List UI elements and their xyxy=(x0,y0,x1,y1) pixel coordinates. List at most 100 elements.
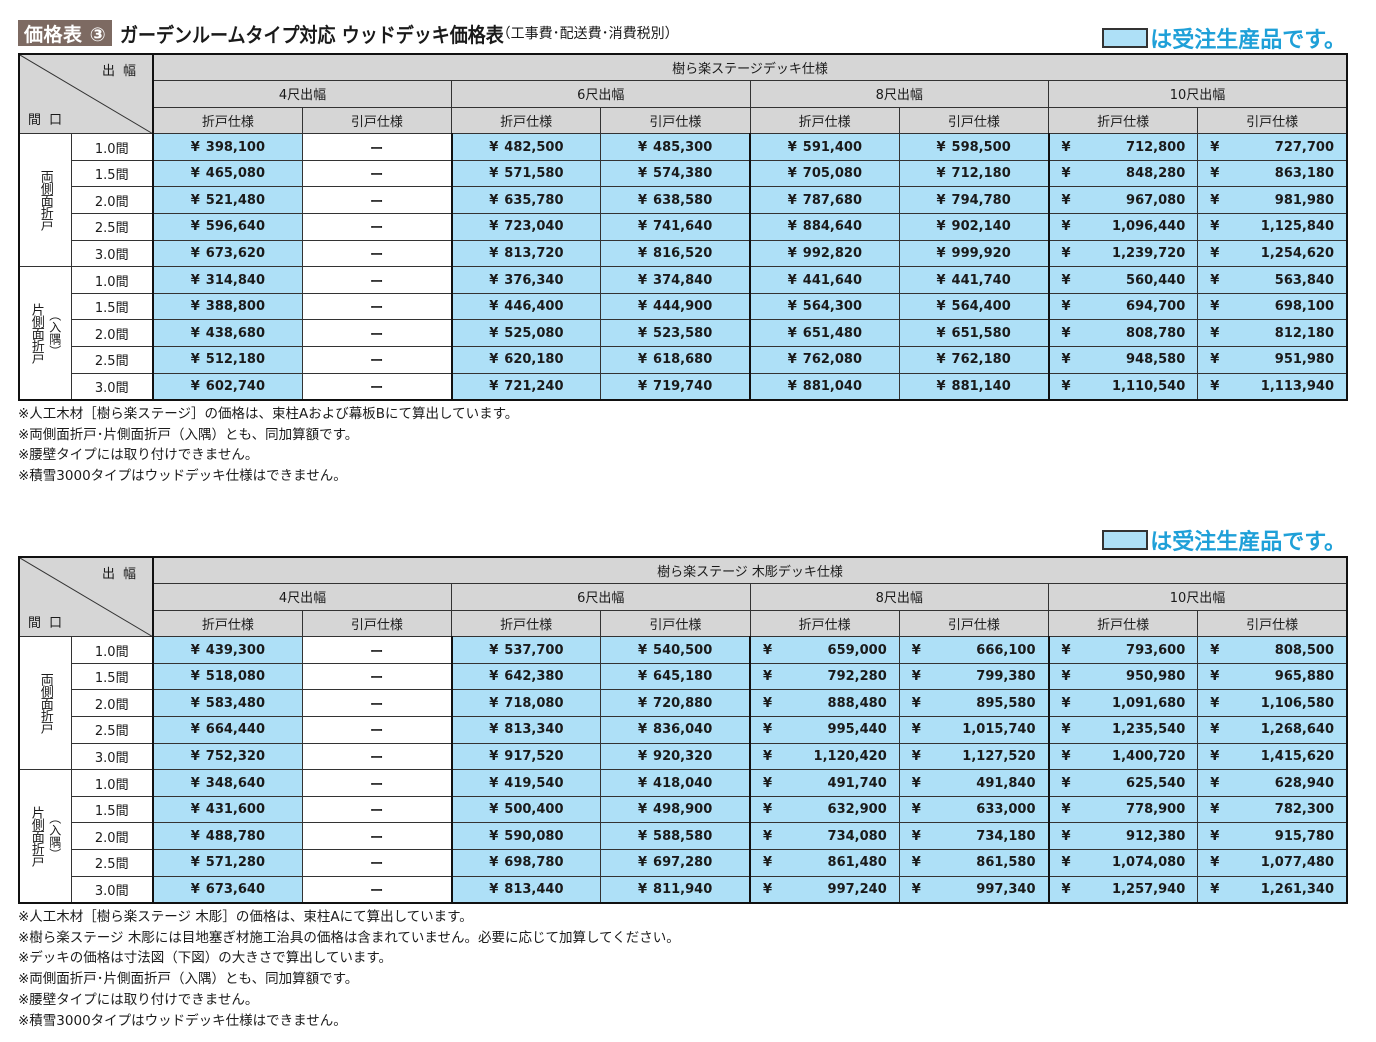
price-cell: ¥734,080 xyxy=(748,822,900,851)
price-value: 583,480 xyxy=(205,695,265,711)
price-cell: ¥418,040 xyxy=(600,769,751,797)
yen-symbol: ¥ xyxy=(936,272,946,288)
span-label: 2.0間 xyxy=(70,822,154,851)
spec-header: 折戸仕様 xyxy=(151,106,303,135)
spec-header: 引戸仕様 xyxy=(301,609,453,638)
group-sublabel: （入隅） xyxy=(47,811,62,860)
price-value: 723,040 xyxy=(504,219,564,235)
price-value: 884,640 xyxy=(802,219,862,235)
note-line: ※デッキの価格は寸法図（下図）の大きさで算出しています。 xyxy=(18,950,393,967)
page-header: 価格表 ③ ガーデンルームタイプ対応 ウッドデッキ価格表 （工事費･配送費･消費… xyxy=(18,18,679,48)
yen-symbol: ¥ xyxy=(190,219,200,235)
yen-symbol: ¥ xyxy=(190,855,200,871)
price-cell: ¥884,640 xyxy=(748,213,900,241)
price-value: 793,600 xyxy=(1126,642,1186,658)
yen-symbol: ¥ xyxy=(1061,299,1071,315)
price-cell: ¥719,740 xyxy=(600,372,751,401)
price-cell: ¥642,380 xyxy=(450,662,602,691)
yen-symbol: ¥ xyxy=(637,748,648,764)
yen-symbol: ¥ xyxy=(911,855,921,871)
price-cell: ¥583,480 xyxy=(151,689,303,718)
price-value: 651,580 xyxy=(951,325,1011,341)
price-value: 816,520 xyxy=(653,245,713,261)
yen-symbol: ¥ xyxy=(489,299,499,315)
table-row: 両側面折戸 1.0間 ¥398,100 ー ¥482,500 ¥485,300 ¥591,4… xyxy=(18,133,1348,268)
yen-symbol: ¥ xyxy=(637,272,648,288)
price-cell: ¥1,091,680 xyxy=(1047,689,1199,718)
width-header: 4尺出幅 xyxy=(152,80,452,108)
price-cell: ¥705,080 xyxy=(748,159,900,188)
table-row: 2.0間 ¥438,680 ー ¥525,080 ¥523,580 ¥651,480 ¥65… xyxy=(19,319,1348,348)
corner-depth-label: 出幅 xyxy=(101,567,144,582)
price-value: 997,240 xyxy=(827,881,887,897)
price-cell: ¥465,080 xyxy=(151,159,303,188)
note-line: ※人工木材［樹ら楽ステージ 木彫］の価格は、束柱Aにて算出しています。 xyxy=(18,909,473,925)
table-row: 3.0間 ¥752,320 ー ¥917,520 ¥920,320 ¥1,120,420 ¥… xyxy=(19,742,1348,771)
page-title: ガーデンルームタイプ対応 ウッドデッキ価格表 xyxy=(120,22,504,47)
table-row: 2.5間 ¥664,440 ー ¥813,340 ¥836,040 ¥995,440 ¥1,… xyxy=(19,716,1348,744)
price-cell: ¥598,500 xyxy=(898,133,1050,161)
not-available-cell: ー xyxy=(301,133,453,161)
group-label: 片側面折戸 xyxy=(28,805,44,866)
yen-symbol: ¥ xyxy=(489,722,499,738)
price-value: 787,680 xyxy=(802,192,862,208)
price-value: 625,540 xyxy=(1126,775,1186,791)
yen-symbol: ¥ xyxy=(1210,139,1220,155)
price-value: 673,620 xyxy=(205,245,265,261)
price-cell: ¥398,100 xyxy=(151,133,303,161)
price-value: 1,261,340 xyxy=(1260,881,1334,897)
price-value: 521,480 xyxy=(205,192,265,208)
price-value: 376,340 xyxy=(504,272,564,288)
price-cell: ¥374,840 xyxy=(600,266,751,294)
price-value: 418,040 xyxy=(653,775,713,791)
yen-symbol: ¥ xyxy=(1061,669,1071,685)
price-cell: ¥491,740 xyxy=(748,769,900,797)
price-cell: ¥697,280 xyxy=(600,849,751,877)
spec-header: 折戸仕様 xyxy=(450,106,602,135)
price-cell: ¥1,015,740 xyxy=(898,716,1050,744)
price-cell: ¥997,340 xyxy=(898,875,1050,904)
price-cell: ¥635,780 xyxy=(450,186,602,215)
yen-symbol: ¥ xyxy=(763,775,773,791)
price-cell: ¥718,080 xyxy=(450,689,602,718)
yen-symbol: ¥ xyxy=(637,881,648,897)
legend-made-to-order: は受注生産品です。 xyxy=(1102,22,1346,54)
price-cell: ¥563,840 xyxy=(1197,266,1348,294)
price-cell: ¥1,254,620 xyxy=(1197,239,1348,268)
group-label-cell: 両側面折戸 xyxy=(18,636,72,771)
price-value: 666,100 xyxy=(976,642,1036,658)
price-cell: ¥813,340 xyxy=(450,716,602,744)
legend-color-swatch xyxy=(1102,28,1149,48)
not-available-cell: ー xyxy=(301,292,453,321)
price-value: 540,500 xyxy=(653,642,713,658)
price-cell: ¥995,440 xyxy=(748,716,900,744)
price-value: 999,920 xyxy=(951,245,1011,261)
yen-symbol: ¥ xyxy=(637,695,648,711)
yen-symbol: ¥ xyxy=(489,642,499,658)
price-cell: ¥816,520 xyxy=(600,239,751,268)
yen-symbol: ¥ xyxy=(1210,748,1220,764)
table-title: 樹ら楽ステージデッキ仕様 xyxy=(152,53,1348,82)
yen-symbol: ¥ xyxy=(911,722,921,738)
table-notes: ※人工木材［樹ら楽ステージ 木彫］の価格は、束柱Aにて算出しています。 ※樹ら楽ス… xyxy=(18,907,680,1031)
spec-header: 引戸仕様 xyxy=(898,609,1050,638)
yen-symbol: ¥ xyxy=(489,166,499,182)
price-value: 808,500 xyxy=(1274,642,1334,658)
yen-symbol: ¥ xyxy=(190,802,200,818)
yen-symbol: ¥ xyxy=(190,881,200,897)
yen-symbol: ¥ xyxy=(637,192,648,208)
price-value: 792,280 xyxy=(827,669,887,685)
group-label: 両側面折戸 xyxy=(37,170,53,231)
spec-header: 折戸仕様 xyxy=(151,609,303,638)
price-value: 698,780 xyxy=(504,855,564,871)
yen-symbol: ¥ xyxy=(637,669,648,685)
span-label: 3.0間 xyxy=(70,875,154,904)
price-value: 727,700 xyxy=(1274,139,1334,155)
price-value: 981,980 xyxy=(1274,192,1334,208)
table-row: 2.0間 ¥583,480 ー ¥718,080 ¥720,880 ¥888,480 ¥89… xyxy=(19,689,1348,718)
yen-symbol: ¥ xyxy=(1210,325,1220,341)
yen-symbol: ¥ xyxy=(1210,642,1220,658)
price-value: 588,580 xyxy=(653,828,713,844)
not-available-cell: ー xyxy=(301,689,453,718)
price-value: 446,400 xyxy=(504,299,564,315)
